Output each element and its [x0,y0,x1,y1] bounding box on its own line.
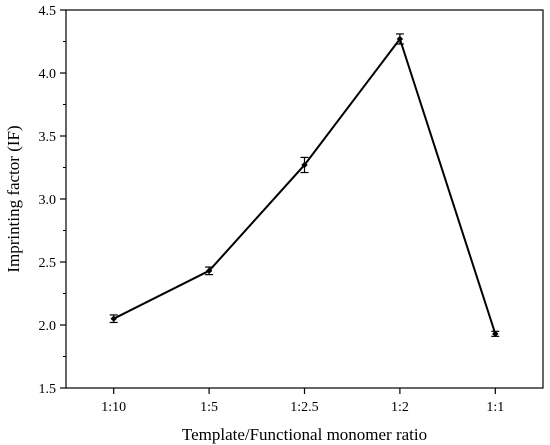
plot-area [65,9,544,389]
data-point [396,35,404,43]
x-axis-label: Template/Functional monomer ratio [182,425,427,444]
x-axis: 1:10 1:5 1:2.5 1:2 1:1 [101,388,504,415]
x-tick-label: 1:10 [101,400,126,415]
plot-frame [65,9,544,389]
x-tick-label: 1:2 [391,400,409,415]
y-axis: 1.5 2.0 2.5 3.0 3.5 4.0 4.5 [39,4,66,397]
y-tick-label: 3.5 [39,130,57,145]
series-line [113,36,497,335]
data-point [301,161,308,169]
y-tick-label: 2.5 [39,256,57,271]
y-tick-label: 4.0 [39,67,57,82]
x-tick-label: 1:2.5 [290,400,318,415]
y-tick-label: 4.5 [39,4,57,19]
data-point [205,267,213,275]
x-tick-label: 1:5 [200,400,218,415]
data-point [110,315,117,322]
y-axis-label: Imprinting factor (IF) [4,125,23,272]
x-tick-label: 1:1 [486,400,504,415]
y-tick-label: 2.0 [39,319,57,334]
data-point [492,330,499,338]
y-tick-label: 3.0 [39,193,57,208]
series-if [109,33,500,338]
y-tick-label: 1.5 [39,382,57,397]
